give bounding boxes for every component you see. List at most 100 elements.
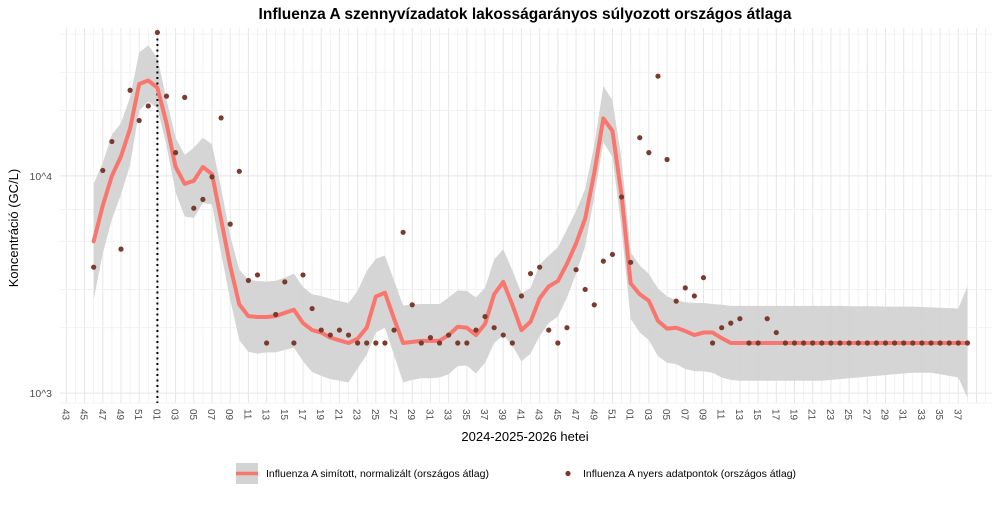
y-tick-label: 10^3 (30, 388, 53, 400)
x-tick-label: 15 (751, 409, 762, 421)
raw-data-point (782, 340, 788, 346)
raw-data-point (828, 340, 834, 346)
raw-data-point (236, 168, 242, 174)
legend-item-raw: Influenza A nyers adatpontok (országos á… (565, 468, 796, 480)
raw-data-point (764, 316, 770, 322)
x-tick-label: 39 (496, 409, 507, 421)
raw-data-point (655, 73, 661, 79)
x-tick-label: 05 (660, 409, 671, 421)
raw-data-point (391, 327, 397, 333)
raw-data-point (946, 340, 952, 346)
raw-data-point (482, 313, 488, 320)
raw-data-point (364, 340, 370, 346)
legend-key-raw (565, 470, 571, 477)
raw-data-point (964, 340, 971, 346)
raw-data-point (309, 305, 315, 312)
raw-data-point (591, 302, 597, 308)
x-tick-label: 29 (405, 409, 416, 421)
x-tick-label: 33 (442, 409, 453, 421)
raw-data-point (518, 293, 525, 299)
x-tick-label: 21 (332, 409, 343, 421)
raw-data-point (628, 259, 634, 265)
raw-data-point (473, 327, 479, 333)
x-tick-label: 03 (642, 409, 653, 421)
raw-data-point (846, 340, 852, 346)
x-tick-label: 27 (387, 409, 398, 421)
raw-data-point (664, 156, 670, 163)
raw-data-point (409, 302, 415, 308)
x-tick-label: 47 (569, 409, 580, 421)
x-tick-label: 37 (951, 409, 962, 421)
raw-data-point (154, 29, 160, 36)
raw-data-point (919, 340, 925, 346)
raw-data-point (637, 135, 643, 141)
x-axis-label: 2024-2025-2026 hetei (461, 429, 588, 444)
raw-data-point (700, 275, 707, 281)
x-tick-label: 07 (205, 409, 216, 421)
x-tick-label: 23 (351, 409, 362, 421)
raw-data-point (345, 332, 352, 338)
x-tick-label: 23 (824, 409, 835, 421)
raw-data-point (755, 340, 761, 346)
raw-data-point (446, 332, 452, 338)
raw-data-point (582, 286, 588, 293)
x-tick-label: 45 (78, 409, 89, 421)
x-tick-label: 13 (733, 409, 744, 421)
x-tick-label: 19 (787, 409, 798, 421)
raw-data-point (100, 167, 106, 174)
raw-data-point (136, 117, 142, 124)
raw-data-point (300, 272, 306, 278)
raw-data-point (118, 246, 124, 252)
x-tick-label: 01 (624, 409, 635, 421)
x-tick-label: 51 (605, 409, 616, 421)
x-tick-label: 31 (423, 409, 434, 421)
raw-data-point (882, 340, 889, 346)
x-tick-label: 01 (150, 409, 161, 421)
x-tick-label: 07 (678, 409, 689, 421)
x-tick-label: 27 (860, 409, 871, 421)
y-axis-label: Koncentráció (GC/L) (6, 169, 21, 288)
x-tick-label: 09 (223, 409, 234, 421)
raw-data-point (200, 196, 206, 202)
raw-data-point (163, 93, 170, 99)
raw-data-point (500, 332, 506, 338)
raw-data-point (264, 340, 270, 346)
raw-data-point (373, 340, 379, 346)
raw-data-point (555, 340, 561, 346)
raw-data-point (282, 279, 288, 285)
x-tick-label: 43 (533, 409, 544, 421)
raw-data-point (527, 270, 534, 277)
axis-layer: 10^3 10^4 43 45 47 49 51 01 03 05 07 09 11 13 15 17 19 21… (30, 171, 963, 421)
raw-data-point (172, 150, 179, 156)
raw-data-point (209, 174, 215, 180)
x-tick-label: 49 (587, 409, 598, 421)
raw-data-point (336, 327, 343, 333)
raw-data-point (273, 311, 279, 318)
x-tick-label: 11 (715, 409, 726, 420)
raw-data-point (892, 340, 898, 346)
raw-data-point (673, 298, 679, 304)
x-tick-label: 03 (169, 409, 180, 421)
raw-data-point (600, 258, 606, 264)
raw-data-point (955, 340, 961, 346)
raw-data-point (573, 267, 579, 273)
x-tick-label: 19 (314, 409, 325, 421)
x-tick-label: 11 (241, 409, 252, 420)
raw-data-point (318, 327, 324, 333)
raw-data-point (109, 138, 115, 145)
x-tick-label: 35 (933, 409, 944, 421)
raw-data-point (618, 194, 625, 200)
x-tick-label: 47 (96, 409, 107, 421)
raw-data-point (682, 285, 688, 291)
x-tick-label: 51 (132, 409, 143, 421)
raw-data-point (564, 325, 570, 331)
raw-data-point (855, 340, 861, 346)
raw-data-point (801, 340, 807, 346)
raw-data-point (145, 103, 151, 109)
raw-data-point (646, 150, 652, 156)
raw-data-point (873, 340, 880, 346)
x-tick-label: 17 (769, 409, 780, 421)
raw-data-point (546, 327, 552, 333)
raw-data-point (746, 340, 752, 346)
